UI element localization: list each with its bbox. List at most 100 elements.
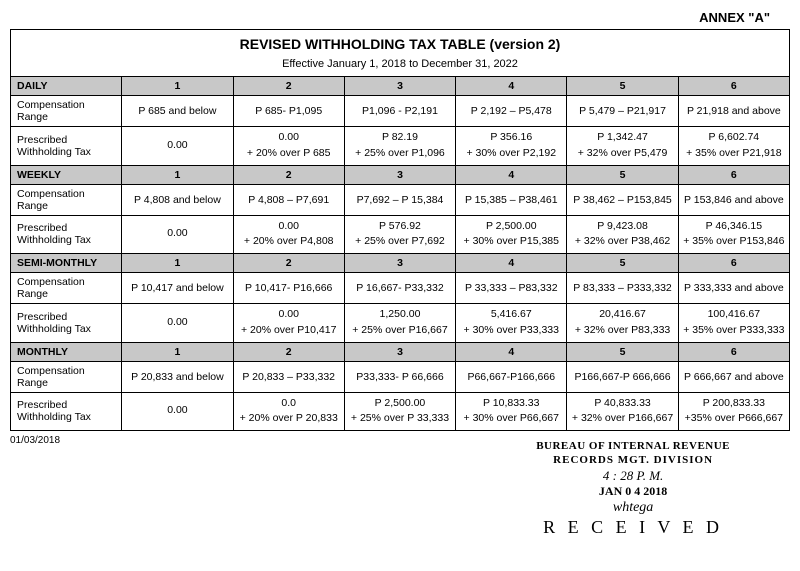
tax-b: + 20% over P 685 [247,147,331,159]
tax-b: + 32% over P5,479 [578,147,668,159]
cell: P 4,808 and below [122,184,233,215]
cell: P 9,423.08 + 32% over P38,462 [567,215,678,254]
tax-a: 0.00 [278,131,298,143]
cell: P 6,602.74 + 35% over P21,918 [678,127,789,166]
row-label: Compensation Range [11,184,122,215]
tax-b: + 32% over P38,462 [575,235,670,247]
col-header: 6 [678,254,789,273]
cell: P 10,417 and below [122,273,233,304]
comp-row: Compensation Range P 20,833 and below P … [11,361,790,392]
cell: 0.00 [122,127,233,166]
tax-b: + 32% over P166,667 [572,412,673,424]
row-label: Prescribed Withholding Tax [11,304,122,343]
col-header: 6 [678,77,789,96]
tax-table: REVISED WITHHOLDING TAX TABLE (version 2… [10,29,790,431]
cell: P 46,346.15 + 35% over P153,846 [678,215,789,254]
section-name: MONTHLY [11,342,122,361]
cell: 0.00 [122,304,233,343]
tax-a: P 1,342.47 [597,131,648,143]
tax-b: + 35% over P153,846 [683,235,784,247]
cell: P 685 and below [122,96,233,127]
col-header: 1 [122,342,233,361]
section-header: DAILY 1 2 3 4 5 6 [11,77,790,96]
cell: P7,692 – P 15,384 [344,184,455,215]
cell: P 576.92 + 25% over P7,692 [344,215,455,254]
tax-a: P 46,346.15 [706,220,762,232]
col-header: 3 [344,342,455,361]
col-header: 4 [456,342,567,361]
cell: P 40,833.33 + 32% over P166,667 [567,392,678,431]
section-header: WEEKLY 1 2 3 4 5 6 [11,165,790,184]
cell: 1,250.00 + 25% over P16,667 [344,304,455,343]
cell: P 666,667 and above [678,361,789,392]
title-row: REVISED WITHHOLDING TAX TABLE (version 2… [11,30,790,56]
tax-a: 1,250.00 [380,308,421,320]
cell: 0.00 [122,392,233,431]
col-header: 6 [678,342,789,361]
col-header: 3 [344,165,455,184]
tax-a: 0.0 [281,397,296,409]
tax-a: P 82.19 [382,131,418,143]
section-header: MONTHLY 1 2 3 4 5 6 [11,342,790,361]
cell: P166,667-P 666,666 [567,361,678,392]
col-header: 5 [567,254,678,273]
tax-b: + 35% over P21,918 [686,147,781,159]
section-name: WEEKLY [11,165,122,184]
cell: P 5,479 – P21,917 [567,96,678,127]
cell: P 200,833.33+35% over P666,667 [678,392,789,431]
col-header: 5 [567,165,678,184]
cell: P 33,333 – P83,332 [456,273,567,304]
col-header: 1 [122,77,233,96]
stamp-signature: whtega [536,499,730,517]
tax-a: P 40,833.33 [594,397,650,409]
tax-a: P 576.92 [379,220,421,232]
col-header: 2 [233,77,344,96]
tax-b: + 32% over P83,333 [575,324,670,336]
stamp-time: 4 : 28 P. M. [536,468,730,484]
col-header: 2 [233,254,344,273]
tax-a: 0.00 [167,404,187,416]
tax-a: P 9,423.08 [597,220,648,232]
cell: P 20,833 and below [122,361,233,392]
tax-a: 5,416.67 [491,308,532,320]
col-header: 4 [456,254,567,273]
row-label: Compensation Range [11,96,122,127]
comp-row: Compensation Range P 4,808 and below P 4… [11,184,790,215]
page-wrap: ANNEX "A" REVISED WITHHOLDING TAX TABLE … [10,10,790,446]
tax-b: +35% over P666,667 [685,412,783,424]
cell: 0.00 + 20% over P 685 [233,127,344,166]
tax-a: 0.00 [167,227,187,239]
annex-label: ANNEX "A" [10,10,790,25]
cell: 20,416.67+ 32% over P83,333 [567,304,678,343]
tax-b: + 25% over P16,667 [352,324,447,336]
col-header: 4 [456,77,567,96]
cell: P1,096 - P2,191 [344,96,455,127]
tax-row: Prescribed Withholding Tax 0.00 0.00+ 20… [11,127,790,166]
col-header: 2 [233,165,344,184]
cell: P 2,192 – P5,478 [456,96,567,127]
col-header: 3 [344,254,455,273]
col-header: 5 [567,342,678,361]
subtitle-row: Effective January 1, 2018 to December 31… [11,55,790,77]
tax-row: Prescribed Withholding Tax 0.00 0.00+ 20… [11,215,790,254]
cell: P 15,385 – P38,461 [456,184,567,215]
tax-a: 100,416.67 [708,308,761,320]
tax-b: + 25% over P7,692 [355,235,445,247]
col-header: 5 [567,77,678,96]
tax-b: + 35% over P333,333 [683,324,784,336]
cell: P 38,462 – P153,845 [567,184,678,215]
tax-b: + 20% over P 20,833 [240,412,338,424]
cell: 0.00 [122,215,233,254]
tax-a: P 6,602.74 [709,131,760,143]
row-label: Compensation Range [11,273,122,304]
cell: P66,667-P166,666 [456,361,567,392]
cell: P 1,342.47 + 32% over P5,479 [567,127,678,166]
tax-a: 0.00 [167,316,187,328]
cell: P 83,333 – P333,332 [567,273,678,304]
col-header: 6 [678,165,789,184]
col-header: 4 [456,165,567,184]
tax-b: + 30% over P33,333 [464,324,559,336]
stamp-date: JAN 0 4 2018 [536,484,730,499]
stamp-division: RECORDS MGT. DIVISION [536,454,730,468]
table-title: REVISED WITHHOLDING TAX TABLE (version 2… [11,30,790,56]
